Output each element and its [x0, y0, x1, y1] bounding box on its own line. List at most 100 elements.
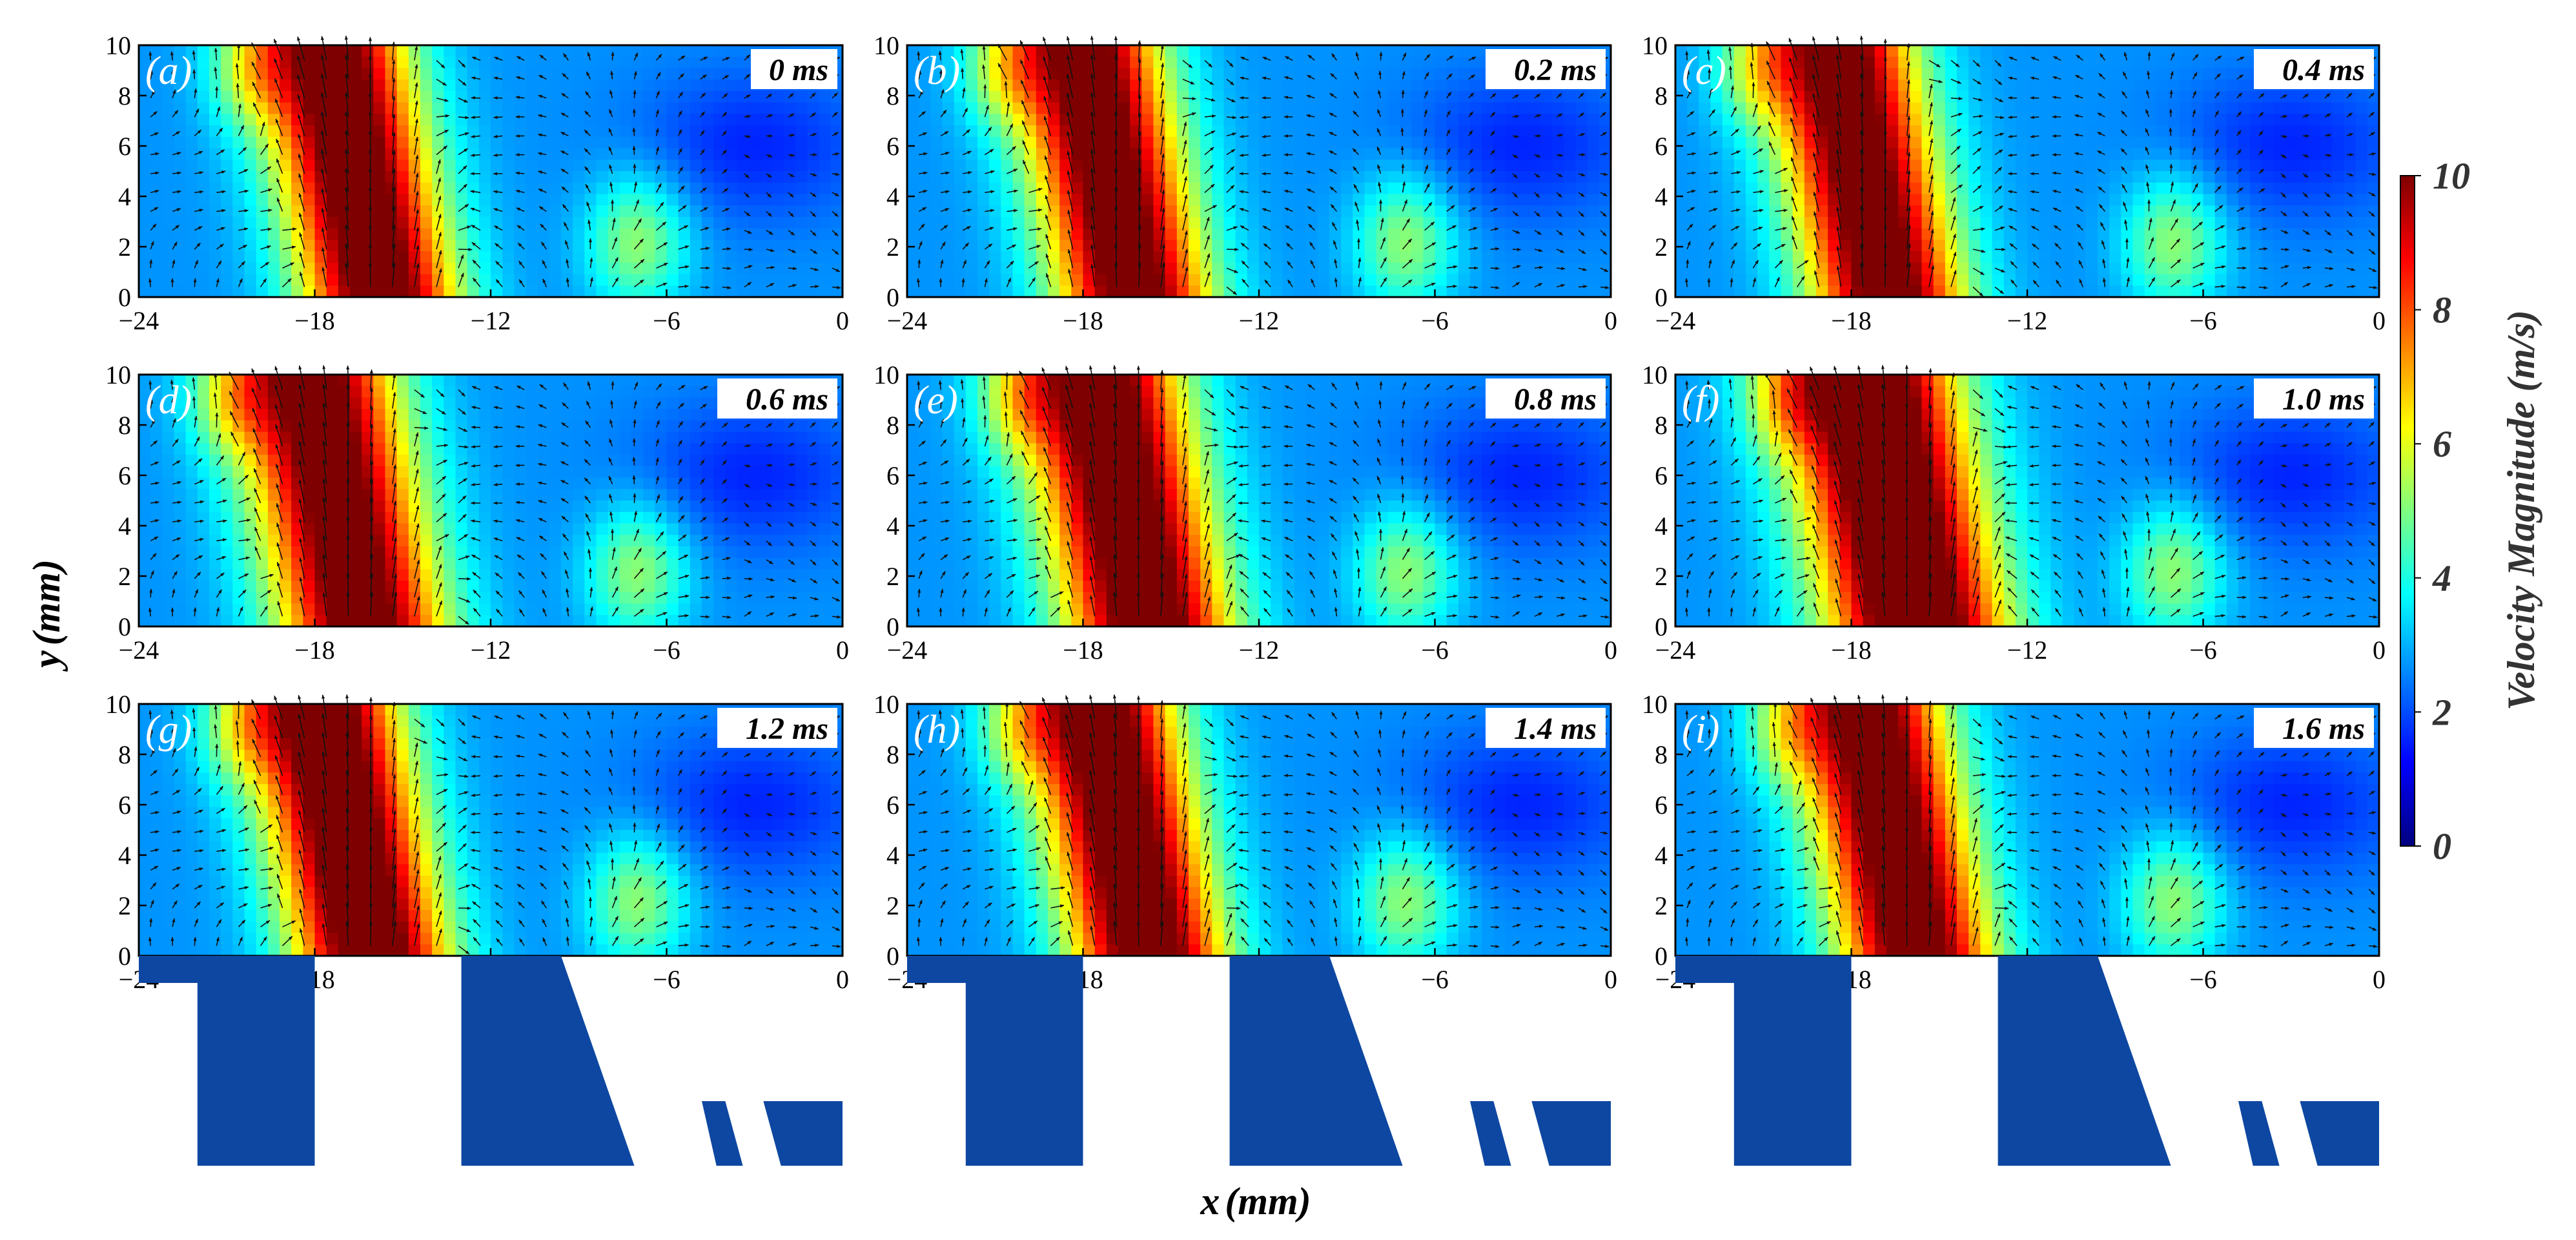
heatmap-cell [221, 228, 233, 240]
heatmap-cell [2262, 114, 2274, 126]
heatmap-cell [2062, 68, 2075, 80]
velocity-arrow [471, 116, 481, 119]
heatmap-cell [737, 79, 750, 92]
heatmap-cell [1071, 136, 1084, 149]
heatmap-cell [1863, 216, 1876, 229]
heatmap-cell [1687, 285, 1699, 298]
heatmap-cell [1189, 102, 1201, 114]
heatmap-cell [907, 285, 919, 298]
velocity-arrow [2280, 247, 2290, 251]
heatmap-cell [526, 240, 538, 252]
heatmap-cell [596, 274, 609, 286]
heatmap-cell [919, 274, 931, 286]
heatmap-cell [772, 114, 784, 126]
heatmap-cell [221, 114, 233, 126]
heatmap-cell [1329, 228, 1342, 240]
heatmap-cell [2074, 136, 2087, 149]
heatmap-cell [702, 251, 714, 264]
heatmap-cell [1564, 274, 1577, 286]
heatmap-cell [1746, 90, 1758, 103]
heatmap-cell [1364, 56, 1377, 69]
heatmap-cell [2180, 182, 2192, 195]
heatmap-cell [2062, 79, 2075, 92]
heatmap-cell [244, 274, 257, 286]
heatmap-cell [1141, 262, 1154, 275]
heatmap-cell [455, 114, 468, 126]
heatmap-cell [338, 45, 351, 57]
heatmap-cell [1223, 228, 1236, 240]
heatmap-cell [467, 102, 480, 114]
heatmap-cell [326, 262, 339, 275]
heatmap-cell [1376, 251, 1389, 264]
heatmap-cell [1733, 148, 1746, 160]
heatmap-cell [2203, 90, 2216, 103]
heatmap-cell [643, 251, 655, 264]
heatmap-cell [2050, 194, 2063, 206]
heatmap-cell [491, 148, 503, 160]
heatmap-cell [643, 125, 655, 138]
heatmap-cell [561, 194, 573, 206]
heatmap-cell [385, 216, 398, 229]
heatmap-cell [690, 114, 702, 126]
heatmap-cell [678, 148, 691, 160]
heatmap-cell [1910, 68, 1923, 80]
heatmap-cell [1317, 274, 1330, 286]
heatmap-cell [350, 102, 362, 114]
heatmap-cell [954, 160, 966, 172]
heatmap-cell [1886, 45, 1899, 57]
heatmap-cell [420, 285, 433, 298]
heatmap-cell [977, 285, 990, 298]
heatmap-cell [502, 136, 515, 149]
heatmap-cell [1435, 285, 1447, 298]
heatmap-cell [2355, 160, 2368, 172]
heatmap-cell [1001, 274, 1014, 286]
heatmap-cell [1980, 171, 1993, 183]
heatmap-cell [760, 148, 773, 160]
heatmap-cell [1305, 45, 1318, 57]
heatmap-cell [256, 216, 269, 229]
heatmap-cell [444, 262, 456, 275]
heatmap-cell [350, 240, 362, 252]
heatmap-cell [1294, 68, 1307, 80]
heatmap-cell [150, 274, 163, 286]
heatmap-cell [185, 240, 198, 252]
heatmap-cell [2144, 182, 2157, 195]
heatmap-cell [1153, 160, 1166, 172]
heatmap-cell [1235, 136, 1248, 149]
heatmap-cell [1587, 274, 1600, 286]
heatmap-cell [197, 125, 210, 138]
heatmap-cell [2050, 251, 2063, 264]
heatmap-cell [907, 136, 919, 149]
heatmap-cell [1317, 182, 1330, 195]
heatmap-cell [491, 90, 503, 103]
heatmap-cell [1223, 171, 1236, 183]
heatmap-cell [989, 90, 1001, 103]
heatmap-cell [643, 205, 655, 218]
heatmap-cell [942, 274, 955, 286]
heatmap-cell [1980, 68, 1993, 80]
heatmap-cell [1411, 216, 1424, 229]
heatmap-cell [362, 228, 374, 240]
heatmap-cell [1247, 136, 1260, 149]
heatmap-cell [209, 56, 221, 69]
heatmap-cell [713, 136, 726, 149]
x-tick-label: −6 [1421, 306, 1449, 335]
heatmap-cell [1992, 251, 2005, 264]
heatmap-cell [631, 79, 644, 92]
heatmap-cell [1353, 205, 1365, 218]
heatmap-cell [408, 45, 421, 57]
heatmap-cell [631, 136, 644, 149]
heatmap-cell [174, 56, 187, 69]
heatmap-cell [514, 160, 527, 172]
heatmap-cell [2250, 274, 2262, 286]
x-tick-label: −18 [294, 306, 335, 335]
heatmap-cell [362, 125, 374, 138]
time-label: 0 ms [769, 53, 828, 87]
heatmap-cell [2285, 148, 2298, 160]
heatmap-cell [1305, 136, 1318, 149]
heatmap-cell [1094, 194, 1107, 206]
heatmap-cell [396, 274, 409, 286]
heatmap-cell [2098, 262, 2110, 275]
heatmap-cell [2144, 45, 2157, 57]
heatmap-cell [1540, 251, 1553, 264]
